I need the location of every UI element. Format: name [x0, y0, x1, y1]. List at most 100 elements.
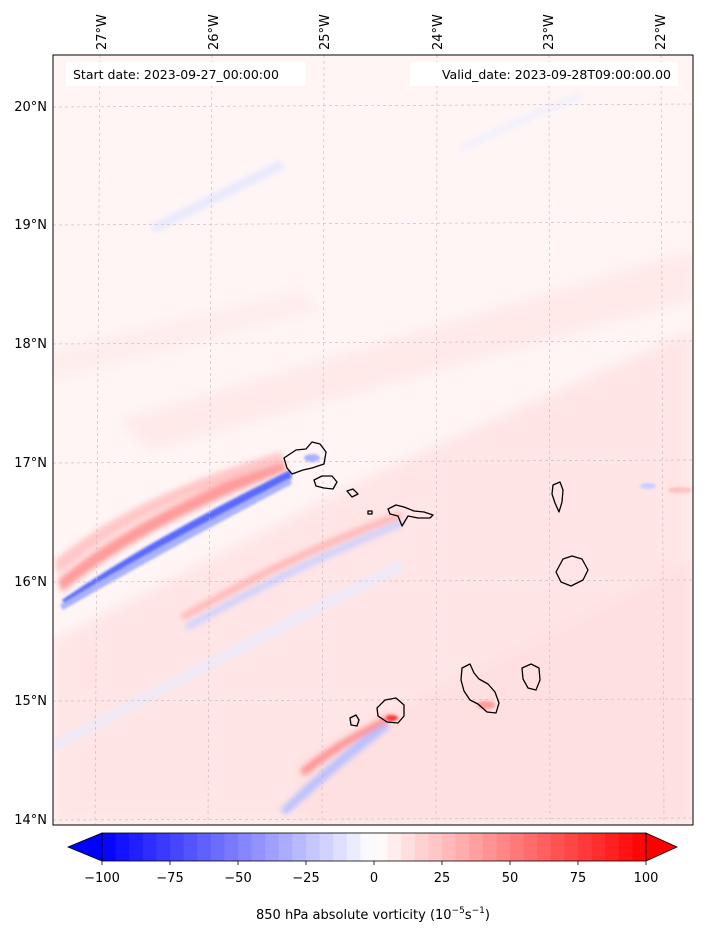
colorbar-segment: [510, 833, 524, 861]
colorbar-segment: [374, 833, 388, 861]
lat-label-14n: 14°N: [14, 813, 47, 828]
colorbar-segment: [591, 833, 606, 861]
lat-label-15n: 15°N: [14, 694, 47, 709]
colorbar-segment: [469, 833, 484, 861]
island-santiago: [460, 663, 500, 714]
start-date-label: Start date: 2023-09-27_00:00:00: [73, 67, 279, 82]
island-branco: [367, 510, 373, 515]
gridline-lon-24: [435, 55, 438, 825]
colorbar-segment: [578, 833, 592, 861]
colorbar-segment: [333, 833, 348, 861]
colorbar-tick-label: 0: [370, 871, 378, 886]
gridline-lon-26: [207, 55, 213, 825]
colorbar-segment: [129, 833, 144, 861]
island-brava: [349, 714, 360, 727]
colorbar-segment: [523, 833, 538, 861]
colorbar-label-mid: s: [465, 908, 472, 923]
colorbar-segment: [605, 833, 620, 861]
vorticity-wake-southern: [280, 714, 392, 815]
colorbar-tick-label: −25: [292, 871, 319, 886]
gridline-lon-27: [94, 55, 101, 825]
colorbar-segment: [319, 833, 334, 861]
colorbar-segment: [360, 833, 375, 861]
gridline-lat-17: [53, 459, 693, 464]
colorbar-segment: [265, 833, 280, 861]
gridline-lat-14: [53, 817, 693, 821]
lat-label-19n: 19°N: [14, 218, 47, 233]
lon-label-27w: 27°W: [95, 14, 110, 50]
colorbar-segment: [102, 833, 116, 861]
colorbar-tick-label: −75: [156, 871, 183, 886]
vorticity-field-weak-negative: [53, 92, 583, 752]
gridline-lon-23: [548, 55, 551, 825]
lat-label-17n: 17°N: [14, 456, 47, 471]
valid-date-box: [410, 62, 678, 86]
colorbar-segment: [537, 833, 552, 861]
gridline-lat-19: [53, 221, 693, 226]
gridline-lon-25: [321, 55, 325, 825]
colorbar-segment: [156, 833, 171, 861]
colorbar-segment: [183, 833, 198, 861]
colorbar-segment: [210, 833, 225, 861]
lat-label-18n: 18°N: [14, 337, 47, 352]
colorbar-segment: [550, 833, 565, 861]
lon-label-23w: 23°W: [542, 14, 557, 50]
colorbar-segment: [618, 833, 633, 861]
island-santo-antao: [283, 441, 327, 475]
island-boa-vista: [555, 555, 589, 587]
island-maio: [521, 663, 541, 691]
colorbar-segment: [238, 833, 252, 861]
start-date-box: [66, 62, 306, 86]
colorbar-segment: [482, 833, 497, 861]
colorbar-segment: [197, 833, 212, 861]
colorbar-tick-label: 50: [502, 871, 519, 886]
vorticity-jet-negative: [60, 470, 292, 610]
colorbar-segment: [292, 833, 307, 861]
lon-label-26w: 26°W: [207, 14, 222, 50]
lat-label-16n: 16°N: [14, 575, 47, 590]
island-santa-luzia: [346, 488, 359, 498]
vorticity-wake-secondary: [180, 512, 403, 630]
island-sao-nicolau: [387, 504, 434, 527]
lat-label-20n: 20°N: [14, 100, 47, 115]
colorbar-segment: [142, 833, 157, 861]
gridline-lon-22: [660, 55, 665, 825]
vorticity-jet-positive: [55, 452, 288, 592]
latitude-labels: 20°N 19°N 18°N 17°N 16°N 15°N 14°N: [14, 100, 47, 828]
colorbar-label-exp1: −5: [452, 906, 465, 916]
colorbar-segment: [455, 833, 470, 861]
colorbar-tick-label: −100: [84, 871, 120, 886]
colorbar-segment: [346, 833, 361, 861]
colorbar-segments: [102, 833, 647, 861]
colorbar-segment: [414, 833, 429, 861]
lon-label-22w: 22°W: [654, 14, 669, 50]
colorbar-segment: [564, 833, 579, 861]
longitude-labels: 27°W 26°W 25°W 24°W 23°W 22°W: [95, 14, 669, 50]
colorbar-segment: [278, 833, 293, 861]
colorbar-tick-label: 25: [434, 871, 451, 886]
island-sao-vicente: [313, 475, 338, 490]
colorbar-label-end: ): [485, 908, 490, 923]
colorbar-label: 850 hPa absolute vorticity (10−5s−1): [256, 906, 490, 923]
colorbar-segment: [442, 833, 456, 861]
colorbar-tick-label: −50: [224, 871, 251, 886]
colorbar-tick-label: 100: [634, 871, 659, 886]
colorbar-segment: [224, 833, 239, 861]
coastlines: [283, 441, 589, 727]
colorbar-segment: [306, 833, 320, 861]
colorbar-label-exp2: −1: [472, 906, 485, 916]
colorbar: −100 −75 −50 −25 0 25 50 75 100 850 hPa absolute…: [66, 832, 678, 923]
map-gridlines: [53, 55, 693, 825]
map-plot-area: Start date: 2023-09-27_00:00:00 Valid_da…: [53, 55, 693, 825]
island-sal: [551, 481, 564, 513]
colorbar-extend-max: [645, 832, 678, 862]
map-frame: [52, 54, 694, 826]
colorbar-segment: [496, 833, 511, 861]
colorbar-segment: [401, 833, 416, 861]
colorbar-segment: [387, 833, 402, 861]
gridline-lat-16: [53, 579, 693, 583]
colorbar-segment: [170, 833, 184, 861]
gridline-lat-20: [53, 103, 693, 108]
colorbar-segment: [428, 833, 443, 861]
